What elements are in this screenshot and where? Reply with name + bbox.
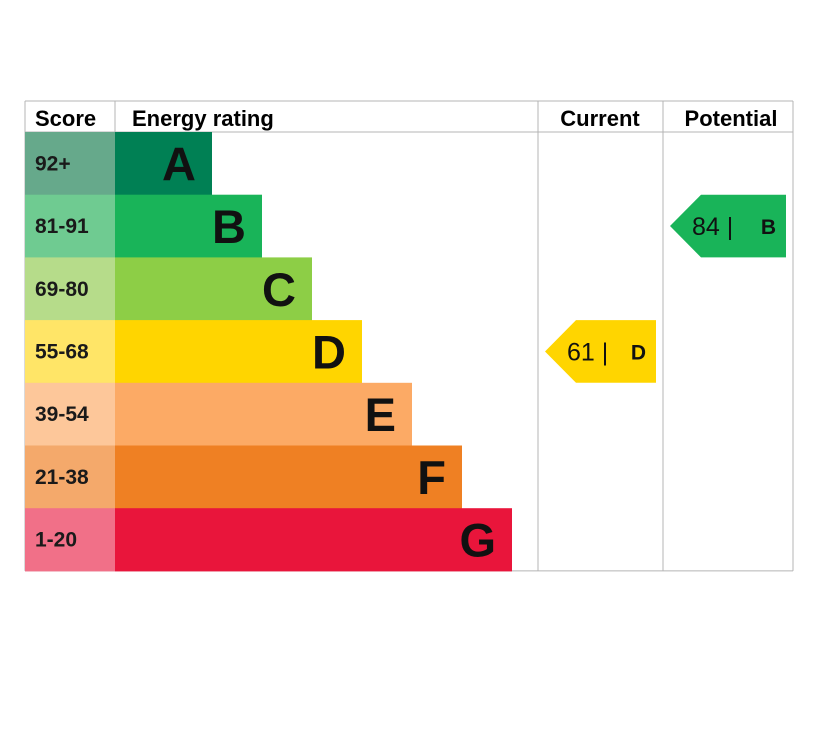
potential-rating-arrow-shape — [670, 194, 786, 258]
band-bar-d — [115, 320, 362, 384]
header-current: Current — [560, 106, 640, 131]
score-label-f: 21-38 — [35, 466, 89, 489]
band-bar-a — [115, 132, 212, 196]
score-cell-e — [25, 382, 115, 446]
current-rating-arrow-letter: D — [631, 341, 646, 364]
score-label-c: 69-80 — [35, 278, 89, 301]
band-bar-f — [115, 445, 462, 509]
band-bar-g — [115, 508, 512, 572]
score-label-e: 39-54 — [35, 403, 89, 426]
score-cell-f — [25, 445, 115, 509]
score-label-a: 92+ — [35, 152, 71, 175]
potential-rating-arrow-letter: B — [761, 216, 776, 239]
score-cell-c — [25, 257, 115, 321]
potential-rating-arrow: 84 | B — [670, 194, 786, 258]
header-potential: Potential — [685, 106, 778, 131]
band-letter-f: F — [417, 451, 446, 504]
band-letter-d: D — [312, 325, 346, 378]
score-cell-a — [25, 132, 115, 196]
band-letter-g: G — [459, 514, 496, 567]
score-cell-g — [25, 508, 115, 572]
score-label-g: 1-20 — [35, 529, 77, 552]
score-label-b: 81-91 — [35, 215, 89, 238]
band-bar-e — [115, 382, 412, 446]
band-letter-a: A — [162, 137, 196, 190]
band-bar-c — [115, 257, 312, 321]
band-letter-b: B — [212, 200, 246, 253]
band-bar-b — [115, 194, 262, 258]
rating-bands: 92+ A 81-91 B 69-80 C 55-68 D 39-54 E 21-38 F 1-20 G — [25, 132, 512, 572]
header-score: Score — [35, 106, 96, 131]
rating-arrows: 61 | D 84 | B — [545, 194, 786, 383]
band-letter-e: E — [365, 388, 396, 441]
current-rating-arrow-shape — [545, 320, 656, 383]
current-rating-arrow-value: 61 | — [567, 338, 608, 366]
header-energy-rating: Energy rating — [132, 106, 274, 131]
score-cell-d — [25, 320, 115, 384]
score-label-d: 55-68 — [35, 340, 89, 363]
potential-rating-arrow-value: 84 | — [692, 213, 733, 241]
current-rating-arrow: 61 | D — [545, 320, 656, 383]
score-cell-b — [25, 194, 115, 258]
band-letter-c: C — [262, 263, 296, 316]
